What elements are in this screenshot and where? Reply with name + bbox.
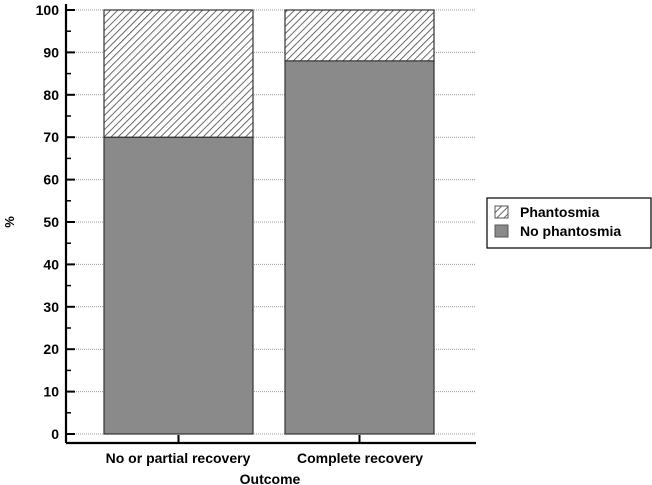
legend-swatch-no-phantosmia <box>494 224 509 238</box>
legend-swatch-phantosmia <box>494 205 509 219</box>
y-tick-label: 90 <box>43 44 59 60</box>
legend: Phantosmia No phantosmia <box>486 197 652 249</box>
bars <box>103 9 435 435</box>
y-tick-label: 20 <box>43 341 59 357</box>
axes <box>64 4 476 445</box>
x-category-0: No or partial recovery <box>106 450 251 466</box>
y-tick-labels: 0 10 20 30 40 50 60 70 80 90 100 <box>36 2 60 442</box>
x-category-1: Complete recovery <box>297 450 423 466</box>
y-tick-label: 60 <box>43 172 59 188</box>
y-tick-label: 10 <box>43 384 59 400</box>
y-tick-label: 70 <box>43 129 59 145</box>
bar-segment <box>103 9 254 138</box>
y-axis-title: % <box>2 216 17 228</box>
y-tick-label: 40 <box>43 256 59 272</box>
legend-label-phantosmia: Phantosmia <box>520 204 600 220</box>
y-tick-label: 100 <box>36 2 60 18</box>
x-axis-title: Outcome <box>240 471 301 485</box>
bar-segment <box>284 60 435 435</box>
y-tick-label: 30 <box>43 299 59 315</box>
y-tick-label: 0 <box>51 426 59 442</box>
bar-segment <box>284 9 435 62</box>
legend-label-no-phantosmia: No phantosmia <box>520 223 621 239</box>
y-tick-label: 80 <box>43 87 59 103</box>
y-tick-label: 50 <box>43 214 59 230</box>
bar-segment <box>103 136 254 435</box>
